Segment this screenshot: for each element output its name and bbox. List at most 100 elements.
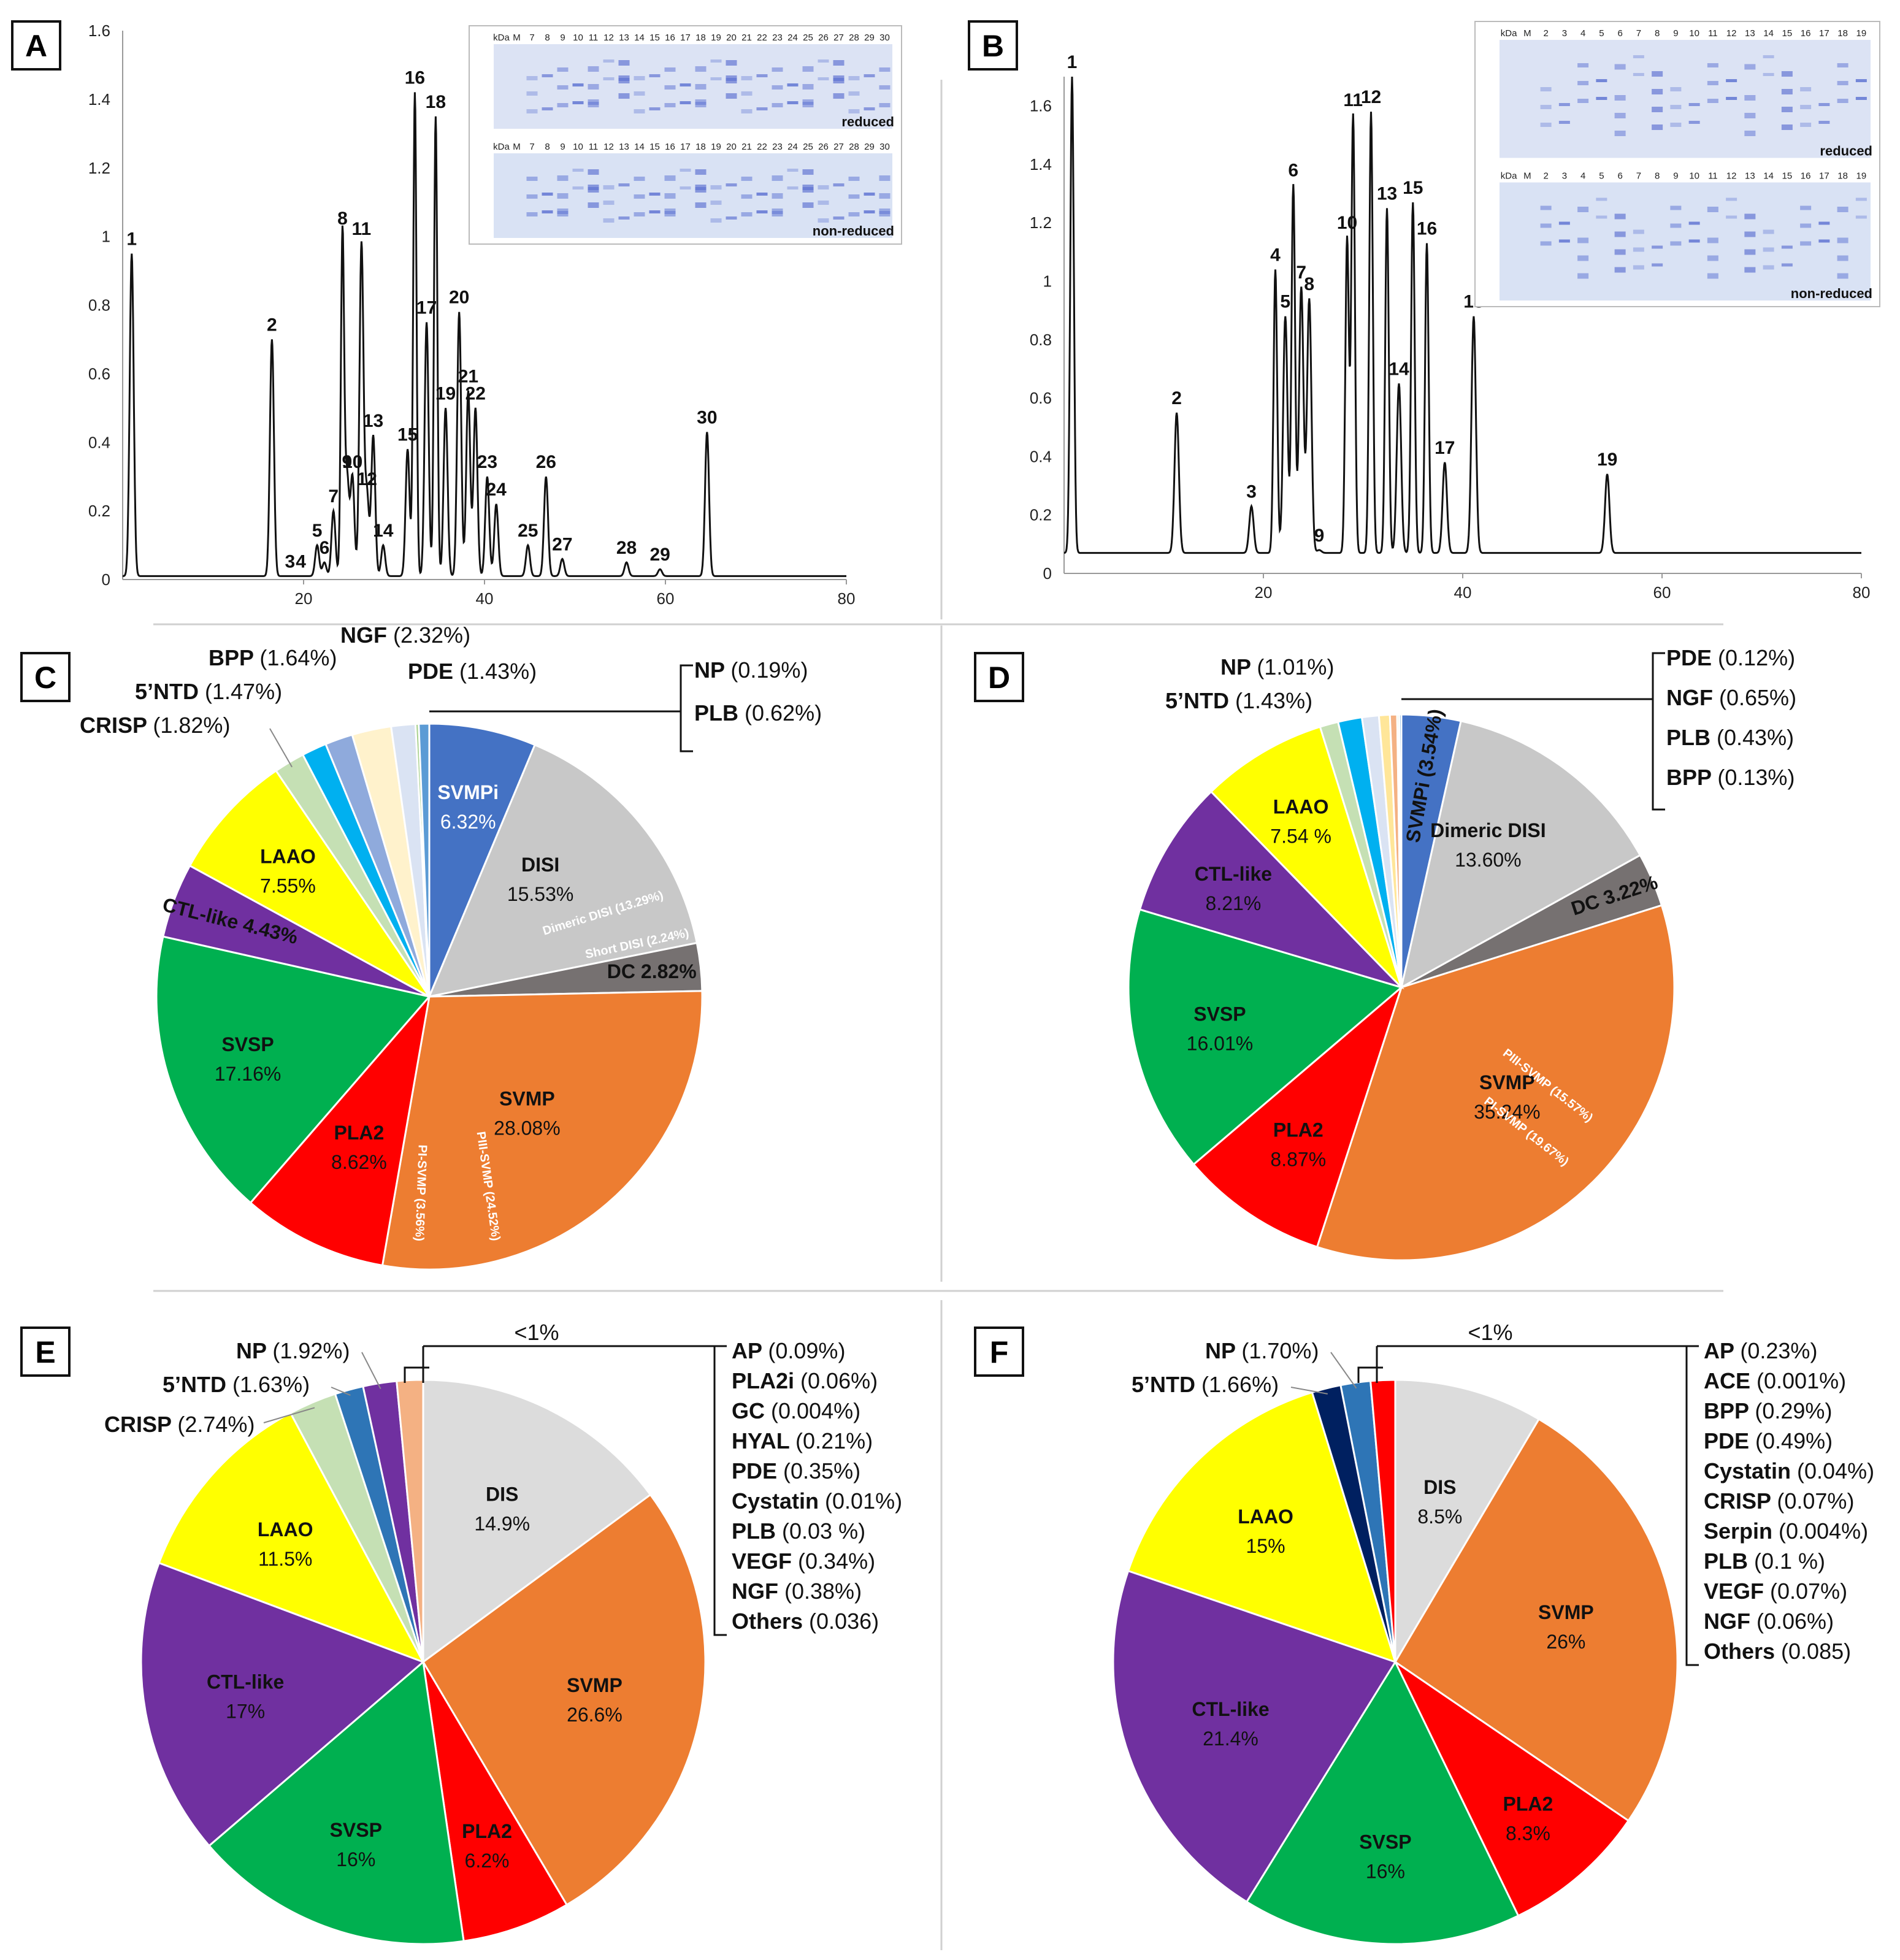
gel-lane-label: 2 — [1543, 28, 1548, 39]
gel-band — [1707, 207, 1718, 212]
gel-lane-label: 7 — [529, 142, 534, 152]
peak-label: 9 — [342, 452, 352, 472]
minor-list-item: Serpin (0.004%) — [1704, 1518, 1868, 1544]
gel-band — [848, 76, 860, 80]
pie-outside-label: NGF (2.32%) — [340, 622, 470, 648]
peak-label: 16 — [405, 68, 425, 88]
gel-lane-label: 19 — [1856, 28, 1867, 39]
pie-outside-label: 5’NTD (1.43%) — [1165, 688, 1312, 713]
gel-band — [634, 91, 645, 96]
gel-lane-label: 28 — [849, 142, 859, 152]
gel-band — [1855, 197, 1867, 201]
gel-band — [1540, 87, 1552, 91]
pie-label-category: LAAO — [258, 1518, 313, 1541]
minor-list-item: AP (0.23%) — [1704, 1338, 1817, 1363]
gel-band — [1744, 113, 1756, 118]
gel-lane-label: 4 — [1580, 28, 1585, 39]
gel-band — [802, 187, 814, 193]
gel-band — [1744, 95, 1756, 101]
gel-lane-label: 5 — [1599, 28, 1604, 39]
pie-outside-percent: (1.01%) — [1257, 654, 1334, 679]
gel-lane-label: 19 — [1856, 171, 1867, 182]
gel-caption: reduced — [841, 114, 894, 129]
gel-band — [1558, 221, 1570, 225]
gel-lane-label: 13 — [1745, 28, 1755, 39]
gel-lane-label: 2 — [1543, 171, 1548, 182]
pie-outside-label: 5’NTD (1.47%) — [135, 679, 282, 704]
gel-lane-label: 4 — [1580, 171, 1585, 182]
gel-band — [572, 186, 584, 189]
minor-item-category: Others — [1704, 1639, 1781, 1664]
gel-band — [756, 74, 768, 77]
minor-list-item: PDE (0.35%) — [732, 1458, 860, 1483]
pie-label-category: SVMP — [1538, 1601, 1594, 1623]
pie-outside-percent: (1.82%) — [153, 713, 230, 738]
gel-band — [864, 210, 875, 213]
pie-label-percent: 8.3% — [1506, 1823, 1550, 1845]
gel-lane-label: 9 — [560, 142, 565, 152]
minor-list-item: VEGF (0.34%) — [732, 1548, 875, 1574]
gel-band — [588, 102, 599, 107]
bracket-item-category: PLB — [1666, 725, 1717, 750]
chromatogram-trace — [1063, 76, 1861, 554]
peak-label: 9 — [1314, 526, 1325, 546]
gel-band — [557, 211, 569, 216]
gel-band — [802, 84, 814, 90]
gel-band — [787, 83, 799, 86]
gel-band — [772, 211, 783, 216]
gel-band — [1633, 229, 1644, 234]
gel-band — [680, 101, 691, 104]
gel-band — [848, 91, 860, 96]
y-tick-label: 0.4 — [1030, 447, 1052, 465]
peak-label: 13 — [1377, 183, 1397, 204]
gel-lane-label: 18 — [1837, 171, 1848, 182]
gel-lane-label: 10 — [573, 142, 583, 152]
gel-lane-label: 25 — [803, 142, 813, 152]
gel-band — [1688, 239, 1700, 243]
gel-band — [634, 76, 645, 80]
minor-item-category: ACE — [1704, 1368, 1756, 1393]
gel-lane-label: 16 — [665, 33, 675, 43]
gel-band — [879, 193, 891, 199]
gel-band — [1800, 87, 1812, 91]
peak-label: 8 — [1304, 274, 1314, 294]
gel-lane-label: 12 — [1726, 171, 1737, 182]
gel-band — [572, 101, 584, 104]
minor-hook — [1357, 1346, 1383, 1383]
gel-band — [1633, 73, 1644, 76]
pie-label-percent: 6.2% — [465, 1850, 510, 1872]
pie-outside-label: PDE (1.43%) — [408, 659, 537, 684]
gel-band — [879, 103, 891, 107]
gel-band — [649, 107, 661, 110]
gel-lane-label: 19 — [711, 33, 721, 43]
pie-slice — [1138, 790, 1405, 990]
minor-item-percent: (0.085) — [1781, 1639, 1851, 1664]
pie-outside-percent: (1.66%) — [1201, 1372, 1279, 1397]
minor-item-category: AP — [732, 1338, 768, 1363]
gel-band — [1837, 273, 1848, 279]
pie-label-category: SVSP — [330, 1819, 382, 1841]
gel-lane-label: 23 — [772, 33, 783, 43]
minor-item-percent: (0.01%) — [825, 1488, 902, 1514]
gel-band — [1837, 255, 1848, 261]
gel-band — [588, 187, 599, 193]
y-tick-label: 1.2 — [1030, 213, 1052, 232]
gel-band — [634, 177, 645, 181]
gel-band — [542, 210, 553, 213]
gel-band — [879, 67, 891, 72]
pie-label-percent: 26.6% — [567, 1704, 622, 1726]
pie-slice — [1192, 984, 1404, 1249]
gel-band — [1818, 103, 1830, 106]
gel-lane-label: 3 — [1562, 28, 1567, 39]
peak-label: 12 — [357, 469, 377, 489]
gel-band — [526, 109, 538, 113]
pie-leader-line — [263, 1407, 315, 1423]
pie-label-category: CTL-like — [207, 1671, 284, 1693]
gel-band — [1633, 55, 1644, 58]
gel-band — [588, 169, 599, 175]
gel-caption: non-reduced — [813, 223, 894, 239]
minor-item-percent: (0.07%) — [1770, 1579, 1847, 1604]
gel-band — [603, 59, 615, 63]
gel-lane-label: 15 — [649, 142, 660, 152]
gel-band — [802, 169, 814, 175]
